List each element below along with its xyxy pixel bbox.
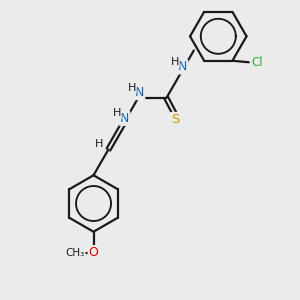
Text: N: N bbox=[135, 86, 144, 99]
Text: N: N bbox=[178, 61, 188, 74]
Text: H: H bbox=[128, 82, 136, 93]
Text: S: S bbox=[171, 113, 179, 126]
Text: H: H bbox=[112, 108, 121, 118]
Text: N: N bbox=[120, 112, 129, 125]
Text: CH₃: CH₃ bbox=[65, 248, 85, 257]
Text: H: H bbox=[95, 139, 104, 149]
Text: H: H bbox=[170, 57, 179, 67]
Text: Cl: Cl bbox=[251, 56, 263, 69]
Text: O: O bbox=[88, 246, 98, 259]
